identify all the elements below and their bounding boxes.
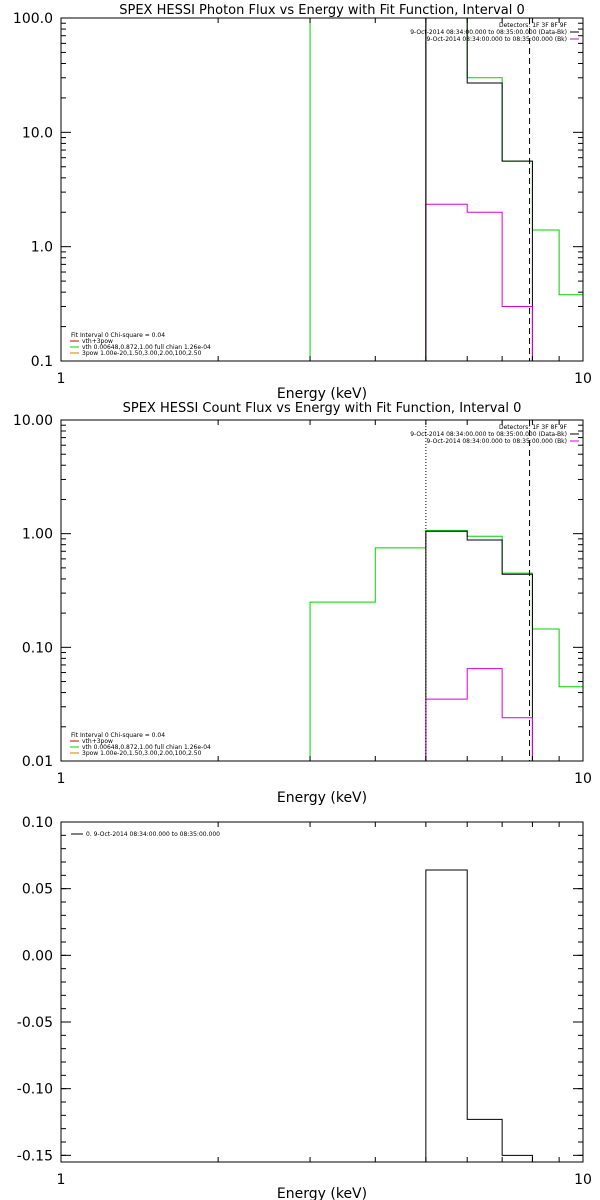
legend-entry: 9-Oct-2014 08:34:00.000 to 08:35:00.000 … <box>427 36 568 43</box>
y-tick-label: 0.10 <box>22 640 53 656</box>
series-magenta-line <box>425 203 533 361</box>
chart-panel-3: 1 10 -0.15 -0.10 -0.05 0.00 0.05 0.10 Energy (ke… <box>17 815 592 1200</box>
y-tick-label: 100.0 <box>13 11 53 27</box>
x-tick-label: 10 <box>574 771 592 787</box>
x-axis-label: Energy (keV) <box>277 790 367 806</box>
y-tick-label: 0.1 <box>31 354 53 370</box>
series-black-line <box>425 18 533 361</box>
chart-panel-1: SPEX HESSI Photon Flux vs Energy with Fi… <box>13 3 592 402</box>
legend-entry: 3pow 1.00e-20,1.50,3.00,2.00,100,2.50 <box>82 750 202 757</box>
y-tick-label: -0.10 <box>17 1082 53 1098</box>
series-black-line <box>425 869 533 1162</box>
y-tick-label: 1.0 <box>31 240 53 256</box>
y-tick-label: 0.00 <box>22 948 53 964</box>
y-tick-label: 10.0 <box>22 125 53 141</box>
x-axis-label: Energy (keV) <box>277 386 367 402</box>
series-green-line <box>309 529 583 761</box>
legend-entry: Fit Interval 0 Chi-square = 0.04 <box>71 732 165 739</box>
y-tick-label: 0.10 <box>22 815 53 831</box>
y-tick-label: 0.01 <box>22 754 53 770</box>
legend-entry: vth+3pow <box>82 338 113 345</box>
chart-panel-2: SPEX HESSI Count Flux vs Energy with Fit… <box>13 401 592 806</box>
plot-frame <box>60 821 584 1163</box>
legend-entry: 9-Oct-2014 08:34:00.000 to 08:35:00.000 … <box>410 29 567 36</box>
legend-entry: 9-Oct-2014 08:34:00.000 to 08:35:00.000 … <box>410 431 567 438</box>
legend-entry: Fit Interval 0 Chi-square = 0.04 <box>71 332 165 339</box>
y-tick-label: 1.00 <box>22 527 53 543</box>
legend-entry: vth 0.00648,0.872,1.00 full chian 1.26e-… <box>82 344 211 351</box>
legend-entry: 0. 9-Oct-2014 08:34:00.000 to 08:35:00.0… <box>86 831 220 838</box>
series-magenta-line <box>425 668 533 761</box>
legend-entry: 9-Oct-2014 08:34:00.000 to 08:35:00.000 … <box>427 438 568 445</box>
x-tick-label: 1 <box>57 371 66 387</box>
y-tick-label: -0.15 <box>17 1148 53 1164</box>
series-black-line <box>425 530 533 761</box>
x-tick-label: 10 <box>574 371 592 387</box>
plot-frame <box>60 17 584 362</box>
x-axis-label: Energy (keV) <box>277 1186 367 1200</box>
chart-title: SPEX HESSI Photon Flux vs Energy with Fi… <box>119 3 525 18</box>
x-tick-label: 1 <box>57 771 66 787</box>
legend-entry: vth 0.00648,0.872,1.00 full chian 1.26e-… <box>82 744 211 751</box>
legend-entry: Detectors: 1F 3F 8F 9F <box>499 22 568 29</box>
x-tick-label: 10 <box>574 1172 592 1188</box>
x-tick-label: 1 <box>57 1172 66 1188</box>
series-green-line <box>309 18 583 361</box>
chart-title: SPEX HESSI Count Flux vs Energy with Fit… <box>123 401 522 416</box>
legend-entry: 3pow 1.00e-20,1.50,3.00,2.00,100,2.50 <box>82 350 202 357</box>
y-tick-label: 0.05 <box>22 882 53 898</box>
plot-frame <box>60 419 584 762</box>
y-tick-label: -0.05 <box>17 1015 53 1031</box>
y-tick-label: 10.00 <box>13 413 53 429</box>
legend-entry: Detectors: 1F 3F 8F 9F <box>499 424 568 431</box>
legend-entry: vth+3pow <box>82 738 113 745</box>
